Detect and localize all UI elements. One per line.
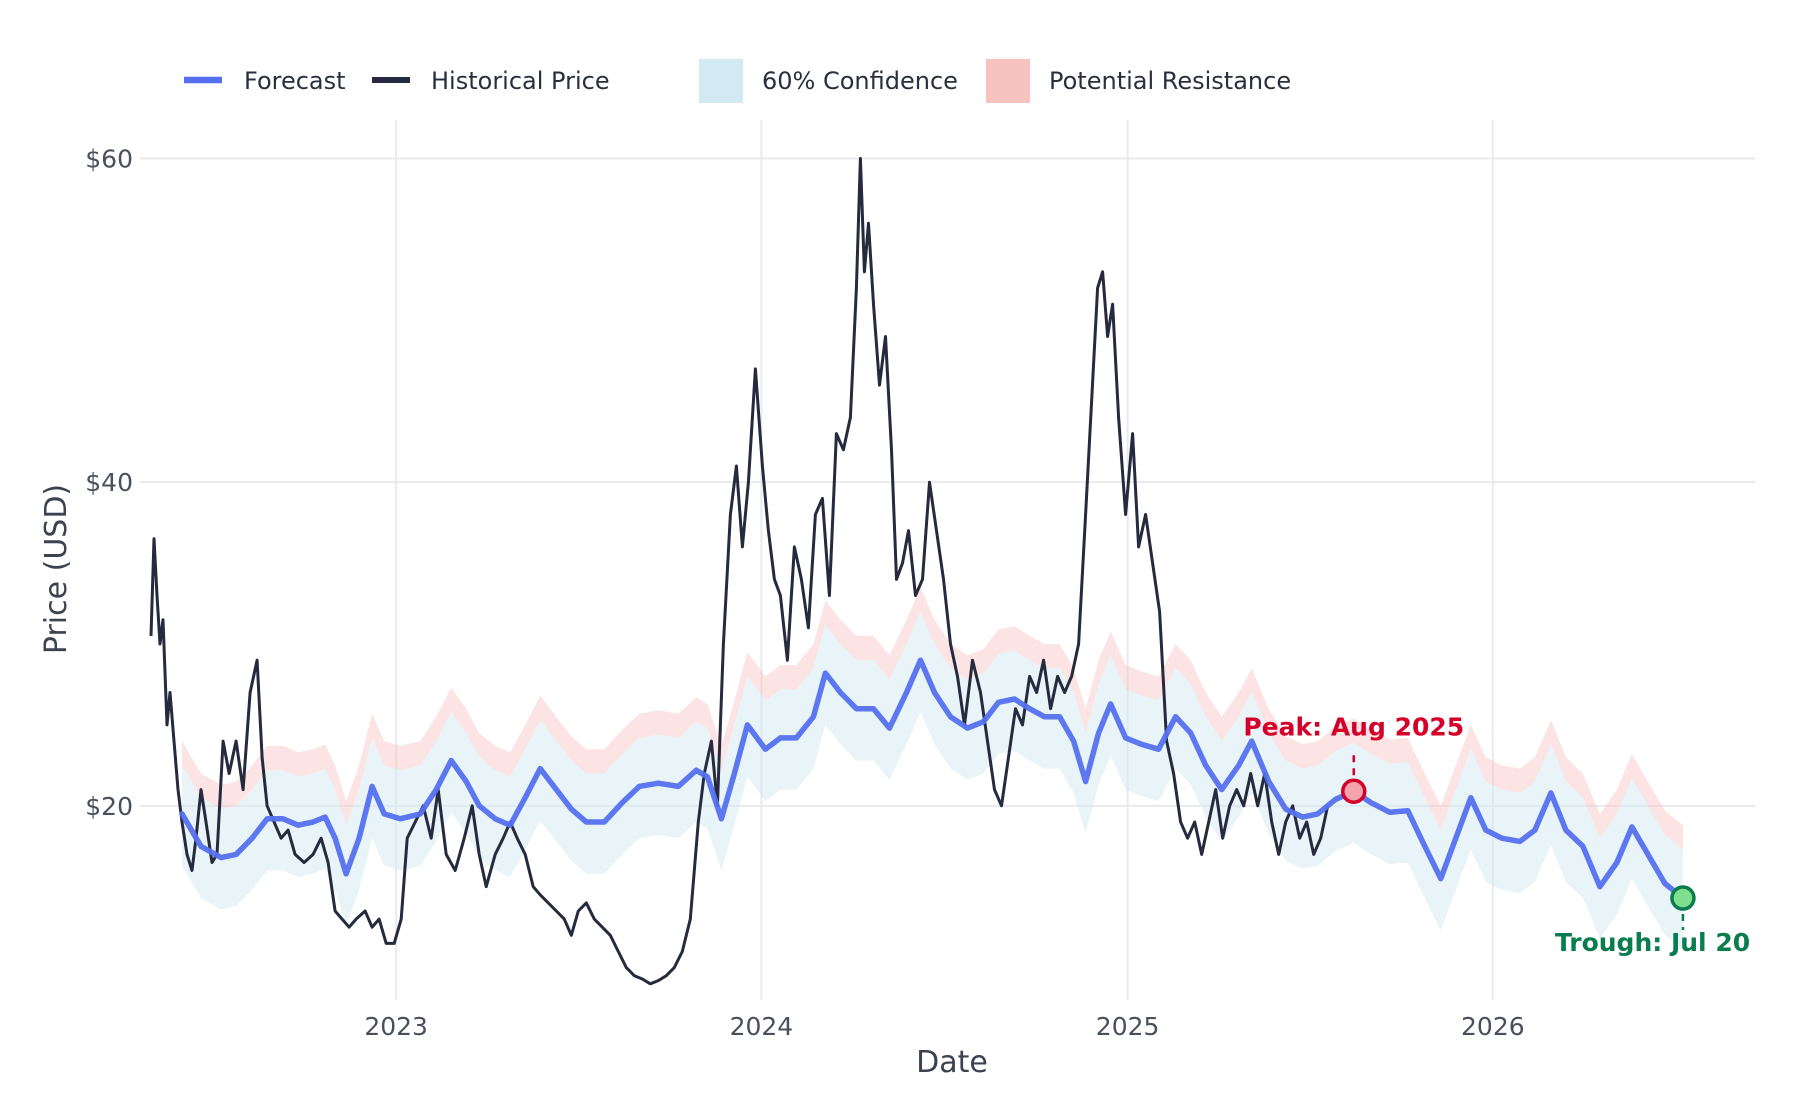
series-lines — [149, 157, 1686, 986]
x-tick-label: 2025 — [1096, 1012, 1160, 1041]
forecast-line — [179, 657, 1686, 901]
y-tick-label: $20 — [85, 792, 133, 821]
legend-swatch — [986, 59, 1030, 103]
peak-label: Peak: Aug 2025 — [1243, 712, 1464, 741]
y-axis-title: Price (USD) — [39, 484, 74, 654]
y-tick-label: $60 — [85, 145, 133, 174]
x-axis-title: Date — [916, 1045, 988, 1080]
annotation-marker — [1341, 778, 1367, 805]
x-tick-label: 2023 — [364, 1012, 428, 1041]
y-tick-label: $40 — [85, 468, 133, 497]
axes: Date Price (USD) 2023 2024 2025 2026 $20 $40 $… — [39, 145, 1525, 1080]
legend-label: Historical Price — [431, 67, 610, 95]
legend-label: Potential Resistance — [1049, 67, 1291, 95]
legend-label: Forecast — [244, 67, 346, 95]
x-tick-label: 2026 — [1461, 1012, 1525, 1041]
trough-label: Trough: Jul 20 — [1555, 928, 1750, 957]
bands — [182, 587, 1683, 950]
x-tick-label: 2024 — [730, 1012, 794, 1041]
historical-price-line — [149, 157, 1330, 986]
legend-label: 60% Confidence — [762, 67, 958, 95]
annotation-marker — [1670, 885, 1696, 911]
annotations: Peak: Aug 2025 Trough: Jul 20 — [1243, 712, 1750, 957]
confidence-band — [182, 611, 1683, 950]
legend: Forecast Historical Price 60% Confidence Po… — [184, 59, 1291, 103]
legend-swatch — [699, 59, 743, 103]
